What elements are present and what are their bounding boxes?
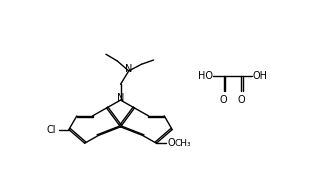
Text: O: O — [238, 95, 245, 105]
Text: O: O — [220, 95, 228, 105]
Text: N: N — [117, 93, 124, 103]
Text: Cl: Cl — [46, 125, 56, 134]
Text: HO: HO — [198, 71, 213, 81]
Text: N: N — [125, 64, 133, 74]
Text: O: O — [168, 138, 175, 148]
Text: CH₃: CH₃ — [174, 139, 191, 148]
Text: OH: OH — [252, 71, 267, 81]
